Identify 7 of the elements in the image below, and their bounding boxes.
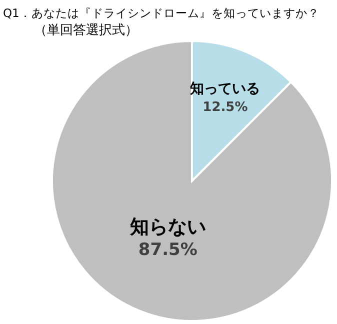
pie-slice <box>51 40 333 322</box>
slice-label: 知っている <box>189 80 260 97</box>
slice-label: 知らない <box>128 216 206 238</box>
data-label: 87.5% <box>138 240 198 260</box>
chart-title: Q1．あなたは『ドライシンドローム』を知っていますか？ <box>3 6 320 20</box>
chart-subtitle: （単回答選択式） <box>34 23 138 38</box>
data-label: 12.5% <box>202 100 248 115</box>
